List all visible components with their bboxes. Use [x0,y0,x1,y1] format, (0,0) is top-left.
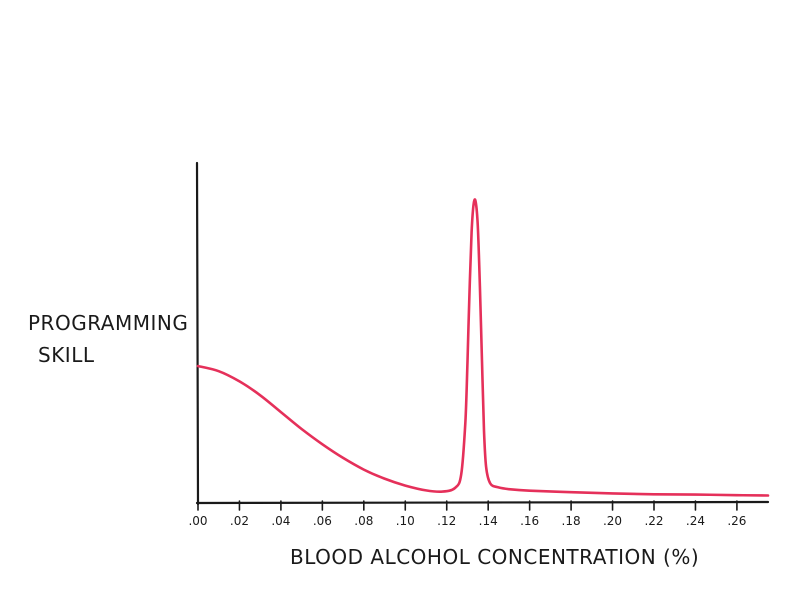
x-tick-label: .04 [271,514,290,528]
x-tick-label: .02 [230,514,249,528]
x-tick-label: .10 [396,514,415,528]
x-tick-label: .08 [354,514,373,528]
x-ticks: .00 .02 .04 .06 .08 .10 .12 .14 .16 .18 .20 .22 .24.… [188,500,746,528]
x-tick-label: .20 [603,514,622,528]
x-tick-label: .00 [188,514,207,528]
x-tick-label: .24 [686,514,705,528]
x-tick-label: .12 [437,514,456,528]
x-axis-line [195,500,770,505]
x-tick-label: .22 [644,514,663,528]
y-axis-label-line-1: PROGRAMMING [28,311,188,335]
series-line [196,198,770,497]
x-tick-label: .26 [727,514,746,528]
x-tick-label: .06 [313,514,332,528]
x-tick-label: .16 [520,514,539,528]
y-axis-line [195,161,200,506]
series-group [196,198,770,497]
x-tick-label: .14 [479,514,498,528]
x-axis-label: BLOOD ALCOHOL CONCENTRATION (%) [290,545,699,569]
y-axis-label-line-2: SKILL [38,343,95,367]
x-tick-label: .18 [562,514,581,528]
